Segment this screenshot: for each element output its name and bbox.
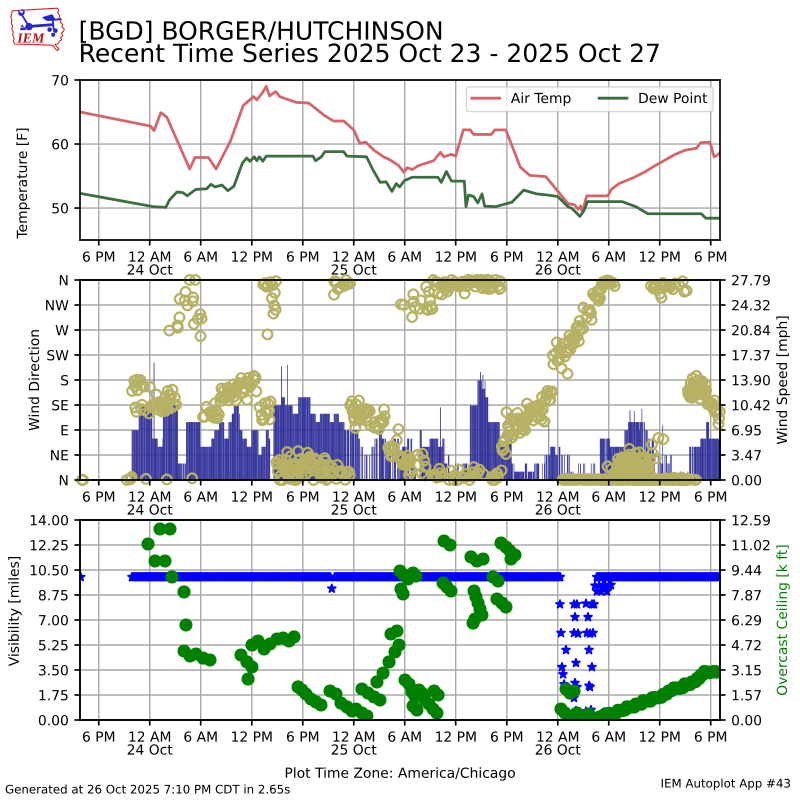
svg-text:IEM: IEM [16,32,45,47]
